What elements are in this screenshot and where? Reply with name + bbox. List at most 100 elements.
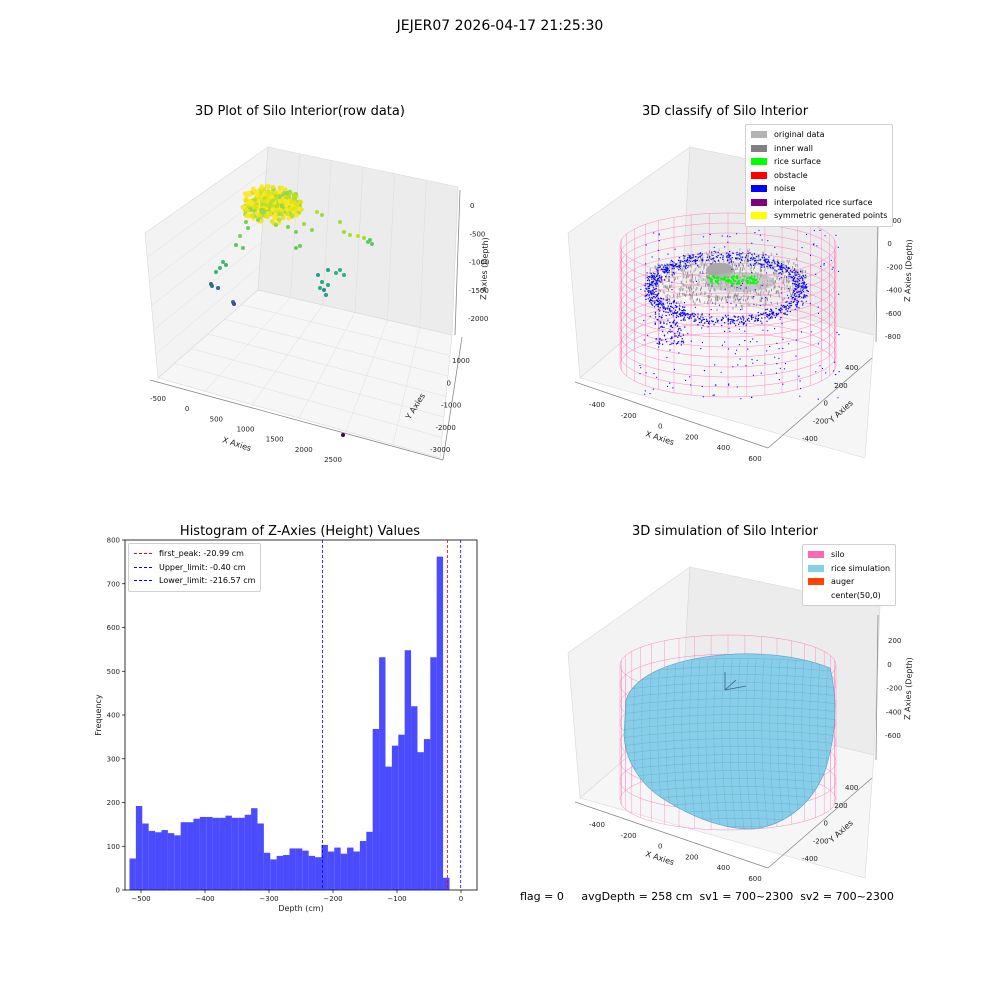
status-footer: flag = 0 avgDepth = 258 cm sv1 = 700~230…: [520, 890, 894, 903]
histogram-legend-item: first_peak: -20.99 cm: [134, 547, 255, 561]
histogram-bar: [257, 823, 264, 890]
histogram-bar: [148, 830, 156, 890]
histogram-xtick-0: −500: [131, 895, 150, 903]
histogram-bar: [302, 850, 309, 891]
panel2-legend-item: rice surface: [751, 155, 887, 169]
histogram-xtick-1: −400: [195, 895, 214, 903]
histogram-bar: [276, 855, 284, 891]
panel2-legend-item: symmetric generated points: [751, 209, 887, 223]
histogram-bar: [142, 823, 149, 890]
histogram-bar: [295, 848, 303, 890]
legend-swatch: [751, 198, 767, 206]
histogram-bar: [206, 816, 213, 890]
histogram-bar: [359, 841, 367, 890]
histogram-ylabel: Frequency: [94, 694, 103, 736]
histogram-bar: [174, 835, 181, 890]
histogram-bar: [430, 657, 437, 890]
histogram-ytick-5: 500: [107, 668, 120, 676]
histogram-bar: [251, 808, 258, 890]
panel4-title: 3D simulation of Silo Interior: [632, 524, 818, 539]
legend-label: interpolated rice surface: [774, 197, 873, 207]
histogram-xtick-5: 0: [459, 895, 463, 903]
histogram-bar: [180, 822, 188, 890]
histogram-bar: [398, 734, 405, 890]
histogram-bar: [411, 706, 418, 890]
legend-swatch: [751, 185, 767, 193]
histogram-ytick-0: 0: [116, 887, 120, 895]
histogram-ytick-8: 800: [107, 537, 120, 545]
histogram-bar: [212, 817, 220, 890]
histogram-bar: [308, 855, 316, 891]
legend-swatch: [808, 592, 824, 599]
histogram-bar: [155, 832, 162, 890]
histogram-bar: [436, 556, 444, 891]
histogram-bar: [238, 817, 245, 890]
histogram-bar: [161, 830, 168, 890]
panel2-legend-item: inner wall: [751, 142, 887, 156]
histogram-bar: [289, 848, 296, 890]
legend-line-swatch: [134, 580, 152, 582]
histogram-bar: [167, 833, 175, 891]
legend-label: original data: [774, 130, 825, 140]
panel4-legend-item: auger: [808, 575, 890, 589]
panel1-title: 3D Plot of Silo Interior(row data): [195, 104, 405, 119]
histogram-xtick-2: −300: [259, 895, 278, 903]
panel2-legend-item: noise: [751, 182, 887, 196]
legend-label: Upper_limit: -0.40 cm: [159, 562, 246, 572]
legend-label: rice surface: [774, 157, 821, 167]
histogram-bar: [225, 815, 232, 891]
histogram-bar: [423, 739, 431, 890]
histogram-bar: [391, 745, 399, 891]
legend-label: symmetric generated points: [774, 211, 888, 221]
histogram-bar: [219, 817, 226, 890]
histogram-bar: [366, 831, 373, 890]
histogram-bar: [372, 729, 380, 890]
histogram-bar: [283, 855, 290, 890]
histogram-ytick-7: 700: [107, 580, 120, 588]
legend-swatch: [808, 578, 824, 586]
histogram-bar: [404, 650, 412, 890]
legend-label: obstacle: [774, 170, 808, 180]
histogram-bar: [193, 818, 200, 890]
legend-label: auger: [831, 577, 855, 587]
panel2-title: 3D classify of Silo Interior: [641, 104, 809, 119]
histogram-bar: [270, 859, 277, 891]
panel3-title: Histogram of Z-Axies (Height) Values: [179, 524, 421, 539]
legend-swatch: [808, 564, 824, 572]
panel2-legend-item: obstacle: [751, 169, 887, 183]
histogram-bar: [135, 806, 143, 890]
legend-line-swatch: [134, 566, 152, 568]
histogram-bar: [315, 857, 322, 890]
panel4-legend-item: silo: [808, 548, 890, 562]
histogram-xtick-3: −200: [323, 895, 342, 903]
legend-swatch: [751, 144, 767, 152]
histogram-legend: first_peak: -20.99 cm Upper_limit: -0.40 …: [128, 543, 262, 592]
legend-swatch: [751, 212, 767, 220]
histogram-bar: [443, 877, 450, 890]
legend-swatch: [751, 171, 767, 179]
legend-swatch: [751, 158, 767, 166]
legend-label: first_peak: -20.99 cm: [159, 549, 244, 559]
histogram-bar: [263, 852, 271, 890]
histogram-ytick-4: 400: [107, 712, 120, 720]
histogram-xlabel: Depth (cm): [278, 904, 323, 913]
histogram-xtick-4: −100: [387, 895, 406, 903]
legend-swatch: [751, 131, 767, 139]
histogram-bar: [379, 657, 386, 890]
panel2-legend-item: original data: [751, 128, 887, 142]
histogram-bar: [340, 853, 348, 890]
figure-title: JEJER07 2026-04-17 21:25:30: [396, 18, 604, 34]
histogram-legend-item: Lower_limit: -216.57 cm: [134, 574, 255, 588]
histogram-bar: [347, 847, 354, 890]
histogram-legend-item: Upper_limit: -0.40 cm: [134, 561, 255, 575]
legend-label: Lower_limit: -216.57 cm: [159, 576, 256, 586]
panel2-legend: original data inner wall rice surface obsta…: [745, 124, 894, 227]
histogram-bar: [244, 814, 252, 890]
legend-label: inner wall: [774, 143, 814, 153]
legend-label: noise: [774, 184, 796, 194]
legend-label: silo: [831, 550, 845, 560]
legend-swatch: [808, 551, 824, 559]
histogram-bar: [129, 858, 136, 890]
histogram-bar: [417, 752, 424, 890]
